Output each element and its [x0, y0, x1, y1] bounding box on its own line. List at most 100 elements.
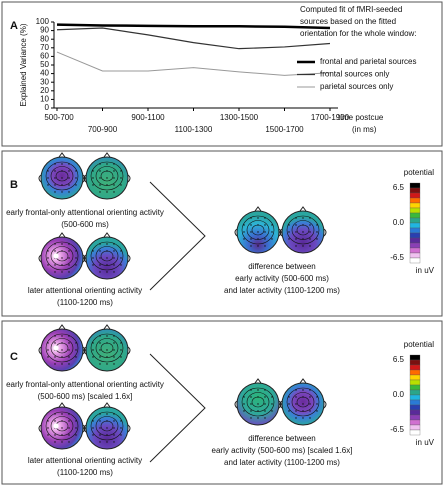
electrode: [309, 231, 311, 233]
electrode: [61, 434, 63, 436]
legend-title: sources based on the fitted: [300, 17, 396, 26]
colorbar-cell: [409, 394, 421, 401]
colorbar-mid: 0.0: [393, 218, 405, 227]
electrode: [250, 238, 252, 240]
y-tick-label: 30: [40, 77, 49, 86]
electrode: [61, 170, 63, 172]
electrode: [99, 363, 101, 365]
panel-c-frame: [1, 320, 443, 485]
caption: early frontal-only attentional orienting…: [6, 208, 164, 217]
electrode: [61, 243, 63, 245]
electrode: [99, 335, 101, 337]
electrode: [99, 250, 101, 252]
electrode: [250, 410, 252, 412]
head-map: [38, 152, 86, 200]
electrode: [75, 257, 77, 259]
electrode: [61, 257, 63, 259]
electrode: [75, 349, 77, 351]
electrode: [68, 349, 70, 351]
series-line: [56, 23, 331, 30]
electrode: [120, 420, 122, 422]
panel-a: A Explained Variance (%) 01020304050607080…: [10, 5, 417, 134]
electrode: [99, 434, 101, 436]
contour: [45, 161, 79, 191]
colorbar-cell: [409, 364, 421, 371]
colorbar-cell: [409, 202, 421, 209]
electrode: [54, 342, 56, 344]
electrode: [92, 420, 94, 422]
electrode: [316, 231, 318, 233]
electrode: [309, 224, 311, 226]
series-line: [56, 51, 331, 76]
colorbar-cell: [409, 414, 421, 421]
electrode: [75, 177, 77, 179]
electrode: [47, 349, 49, 351]
electrode: [54, 363, 56, 365]
electrode: [75, 342, 77, 344]
electrode: [295, 417, 297, 419]
colorbar-mid: 0.0: [393, 390, 405, 399]
electrode: [54, 434, 56, 436]
electrode: [295, 238, 297, 240]
peak: [53, 423, 59, 429]
caption: later attentional orienting activity: [28, 456, 142, 465]
electrode: [106, 349, 108, 351]
colorbar-cell: [409, 242, 421, 249]
colorbar-cell: [409, 237, 421, 244]
colorbar-title: potential: [404, 340, 434, 349]
electrode: [113, 441, 115, 443]
electrode: [47, 342, 49, 344]
electrode: [99, 349, 101, 351]
electrode: [106, 250, 108, 252]
colorbar-cell: [409, 182, 421, 189]
caption: later attentional orienting activity: [28, 286, 142, 295]
electrode: [243, 403, 245, 405]
electrode: [47, 250, 49, 252]
legend-label: parietal sources only: [320, 82, 393, 91]
head-map: [279, 206, 327, 254]
electrode: [106, 271, 108, 273]
colorbar-cell: [409, 257, 421, 264]
colorbar-unit: in uV: [416, 266, 435, 275]
colorbar-cell: [409, 424, 421, 431]
electrode: [99, 191, 101, 193]
electrode: [113, 434, 115, 436]
electrode: [68, 413, 70, 415]
colorbar-max: 6.5: [393, 183, 405, 192]
electrode: [271, 224, 273, 226]
electrode: [288, 231, 290, 233]
electrode: [316, 403, 318, 405]
panel-b-frame: [1, 150, 443, 317]
electrode: [302, 224, 304, 226]
electrode: [61, 420, 63, 422]
electrode: [264, 389, 266, 391]
electrode: [295, 231, 297, 233]
contour: [45, 411, 79, 441]
electrode: [92, 177, 94, 179]
chevron: [149, 353, 206, 463]
electrode: [68, 191, 70, 193]
colorbar-cell: [409, 369, 421, 376]
electrode: [113, 177, 115, 179]
electrode: [113, 170, 115, 172]
electrode: [250, 396, 252, 398]
electrode: [264, 238, 266, 240]
x-tick-label: 1700-1900: [311, 113, 350, 122]
electrode: [61, 363, 63, 365]
electrode: [92, 257, 94, 259]
electrode: [120, 250, 122, 252]
electrode: [68, 342, 70, 344]
electrode: [68, 434, 70, 436]
electrode: [92, 427, 94, 429]
electrode: [257, 417, 259, 419]
electrode: [257, 403, 259, 405]
electrode: [120, 257, 122, 259]
contour: [90, 333, 124, 363]
electrode: [113, 264, 115, 266]
electrode: [113, 413, 115, 415]
electrode: [68, 271, 70, 273]
panel-label: A: [10, 20, 18, 32]
colorbar-cell: [409, 409, 421, 416]
electrode: [106, 243, 108, 245]
